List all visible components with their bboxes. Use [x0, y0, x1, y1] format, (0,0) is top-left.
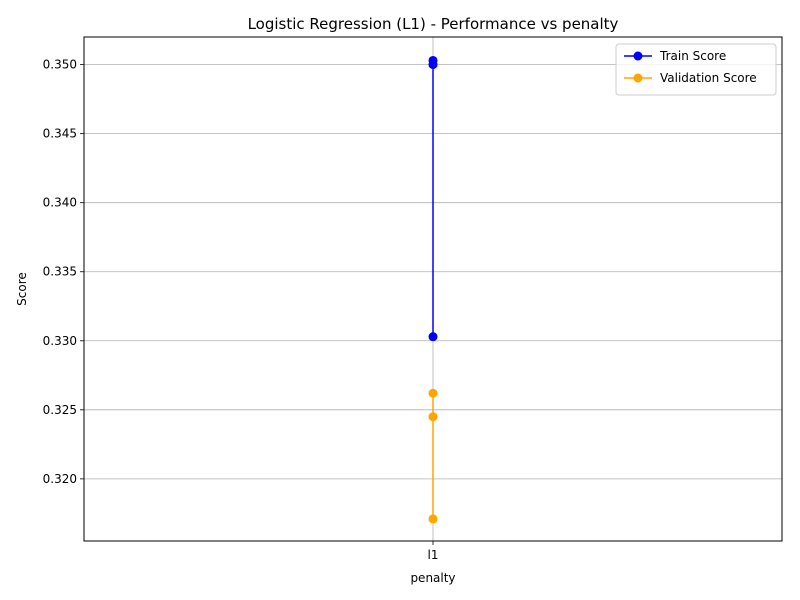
data-point-validation: [428, 412, 438, 422]
y-axis-label: Score: [15, 272, 29, 306]
legend-marker-validation: [633, 73, 643, 83]
series-layer: [428, 55, 438, 524]
legend-label-train: Train Score: [659, 49, 726, 63]
legend-marker-train: [633, 51, 643, 61]
y-axis-ticks: 0.320 0.325 0.330 0.335 0.340 0.345 0.350: [43, 58, 84, 486]
data-point-validation: [428, 388, 438, 398]
y-tick-label: 0.320: [43, 472, 77, 486]
y-tick-label: 0.345: [43, 127, 77, 141]
data-point-train: [428, 60, 438, 70]
x-tick-label: l1: [428, 548, 439, 562]
legend-box: [615, 43, 777, 96]
y-tick-label: 0.350: [43, 58, 77, 72]
y-tick-label: 0.325: [43, 403, 77, 417]
data-point-validation: [428, 514, 438, 524]
x-axis-ticks: l1: [428, 541, 439, 562]
x-axis-label: penalty: [410, 571, 455, 585]
legend: Train Score Validation Score: [615, 43, 777, 96]
data-point-train: [428, 332, 438, 342]
y-tick-label: 0.340: [43, 196, 77, 210]
chart-title: Logistic Regression (L1) - Performance v…: [248, 15, 619, 33]
legend-label-validation: Validation Score: [660, 71, 757, 85]
y-tick-label: 0.335: [43, 265, 77, 279]
y-tick-label: 0.330: [43, 334, 77, 348]
